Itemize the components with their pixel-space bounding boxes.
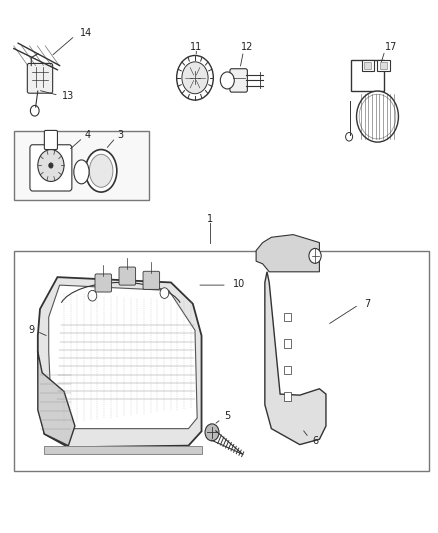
FancyBboxPatch shape xyxy=(143,271,159,289)
Circle shape xyxy=(220,72,234,89)
Polygon shape xyxy=(265,272,326,445)
Polygon shape xyxy=(256,235,319,272)
Polygon shape xyxy=(44,446,201,454)
Bar xyxy=(378,60,390,71)
Bar xyxy=(364,62,371,69)
Bar xyxy=(284,313,290,321)
Circle shape xyxy=(30,106,39,116)
Ellipse shape xyxy=(89,155,113,187)
FancyBboxPatch shape xyxy=(119,267,136,285)
Bar xyxy=(14,251,428,471)
Text: 17: 17 xyxy=(385,43,398,52)
Circle shape xyxy=(177,55,213,100)
Polygon shape xyxy=(38,352,75,446)
Circle shape xyxy=(38,150,64,181)
Circle shape xyxy=(357,91,399,142)
FancyBboxPatch shape xyxy=(44,131,57,150)
Bar xyxy=(380,62,387,69)
Bar xyxy=(14,131,149,200)
Text: 5: 5 xyxy=(224,411,230,422)
Bar xyxy=(362,60,374,71)
Text: 11: 11 xyxy=(190,43,202,52)
Text: 1: 1 xyxy=(207,214,213,224)
FancyBboxPatch shape xyxy=(230,69,247,92)
Bar xyxy=(284,340,290,348)
Text: 3: 3 xyxy=(118,130,124,140)
Text: 14: 14 xyxy=(80,28,92,38)
Ellipse shape xyxy=(74,160,89,184)
Circle shape xyxy=(346,133,353,141)
FancyBboxPatch shape xyxy=(95,274,112,292)
Text: 7: 7 xyxy=(364,298,371,309)
Polygon shape xyxy=(38,277,201,447)
Text: 10: 10 xyxy=(233,279,245,288)
Text: 12: 12 xyxy=(241,43,254,52)
Circle shape xyxy=(160,288,169,298)
Circle shape xyxy=(205,424,219,441)
Bar xyxy=(284,392,290,401)
Ellipse shape xyxy=(85,150,117,192)
Circle shape xyxy=(182,62,208,94)
Bar xyxy=(284,366,290,374)
FancyBboxPatch shape xyxy=(351,60,384,91)
Text: 13: 13 xyxy=(62,91,74,101)
Text: 4: 4 xyxy=(85,130,91,140)
Circle shape xyxy=(309,248,321,263)
FancyBboxPatch shape xyxy=(27,63,53,93)
Circle shape xyxy=(88,290,97,301)
FancyBboxPatch shape xyxy=(30,145,72,191)
Text: 9: 9 xyxy=(28,325,34,335)
Polygon shape xyxy=(49,285,197,429)
Circle shape xyxy=(49,163,53,168)
Text: 6: 6 xyxy=(312,436,318,446)
